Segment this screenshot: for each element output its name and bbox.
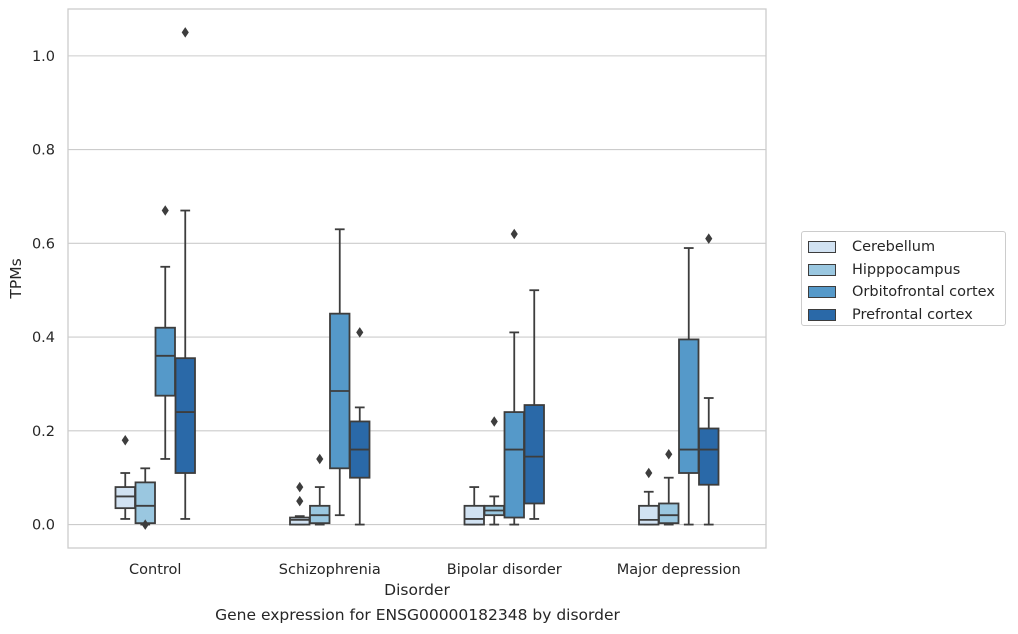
box-hipppocampus-1 — [309, 453, 331, 526]
box-iqr — [134, 481, 156, 525]
box-cerebellum-2 — [463, 486, 485, 526]
x-axis-label: Disorder — [384, 581, 450, 599]
outlier-point — [316, 453, 324, 465]
box-iqr — [638, 504, 660, 526]
outlier-point — [296, 495, 304, 507]
legend-label: Cerebellum — [852, 239, 936, 256]
outlier-point — [645, 467, 653, 479]
legend-swatch — [808, 241, 836, 254]
box-hipppocampus-0 — [134, 467, 156, 530]
plot-area — [68, 9, 766, 548]
y-tick-label: 0.6 — [32, 236, 55, 252]
outlier-point — [121, 434, 129, 446]
outlier-point — [665, 449, 673, 460]
box-iqr — [289, 516, 311, 526]
legend-swatch — [808, 263, 836, 276]
box-hipppocampus-3 — [658, 449, 680, 526]
legend-item: Cerebellum — [808, 236, 1005, 259]
box-orbitofrontal-cortex-3 — [678, 247, 700, 526]
box-iqr — [463, 504, 485, 526]
legend-label: Orbitofrontal cortex — [852, 284, 995, 301]
box-prefrontal-cortex-1 — [349, 327, 371, 526]
box-iqr — [503, 411, 525, 519]
outlier-point — [490, 416, 498, 427]
box-iqr — [678, 338, 700, 474]
outlier-point — [510, 228, 518, 240]
legend-item: Prefrontal cortex — [808, 304, 1005, 327]
y-tick-label: 0.2 — [32, 424, 55, 440]
outlier-point — [161, 205, 169, 216]
legend-swatch — [808, 286, 836, 299]
legend-label: Prefrontal cortex — [852, 306, 973, 323]
plot-border — [67, 8, 767, 549]
outlier-point — [356, 327, 364, 338]
legend-item: Hipppocampus — [808, 259, 1005, 282]
box-prefrontal-cortex-0 — [174, 27, 196, 520]
y-tick-label: 0.4 — [32, 330, 55, 346]
box-iqr — [698, 427, 720, 486]
box-orbitofrontal-cortex-1 — [329, 228, 351, 517]
box-iqr — [523, 404, 545, 505]
box-iqr — [114, 486, 136, 510]
figure-caption: Gene expression for ENSG00000182348 by d… — [215, 606, 620, 624]
legend-swatch — [808, 308, 836, 321]
x-tick-label: Schizophrenia — [279, 562, 381, 578]
outlier-point — [141, 519, 149, 530]
outlier-point — [296, 481, 304, 493]
legend: Cerebellum Hipppocampus Orbitofrontal cort… — [801, 231, 1006, 326]
box-cerebellum-1 — [289, 481, 311, 526]
box-iqr — [658, 502, 680, 525]
box-iqr — [174, 357, 196, 474]
legend-item: Orbitofrontal cortex — [808, 281, 1005, 304]
outlier-point — [181, 27, 189, 38]
box-orbitofrontal-cortex-0 — [154, 205, 176, 460]
outlier-point — [705, 233, 713, 244]
y-tick-label: 1.0 — [32, 49, 55, 65]
x-tick-label: Major depression — [617, 562, 741, 578]
y-tick-label: 0.8 — [32, 143, 55, 159]
legend-label: Hipppocampus — [852, 261, 961, 278]
x-tick-label: Control — [129, 562, 181, 578]
y-tick-label: 0.0 — [32, 518, 55, 534]
box-prefrontal-cortex-3 — [698, 233, 720, 526]
box-iqr — [154, 326, 176, 397]
x-tick-label: Bipolar disorder — [447, 562, 562, 578]
box-prefrontal-cortex-2 — [523, 289, 545, 520]
y-axis-label: TPMs — [7, 258, 25, 299]
